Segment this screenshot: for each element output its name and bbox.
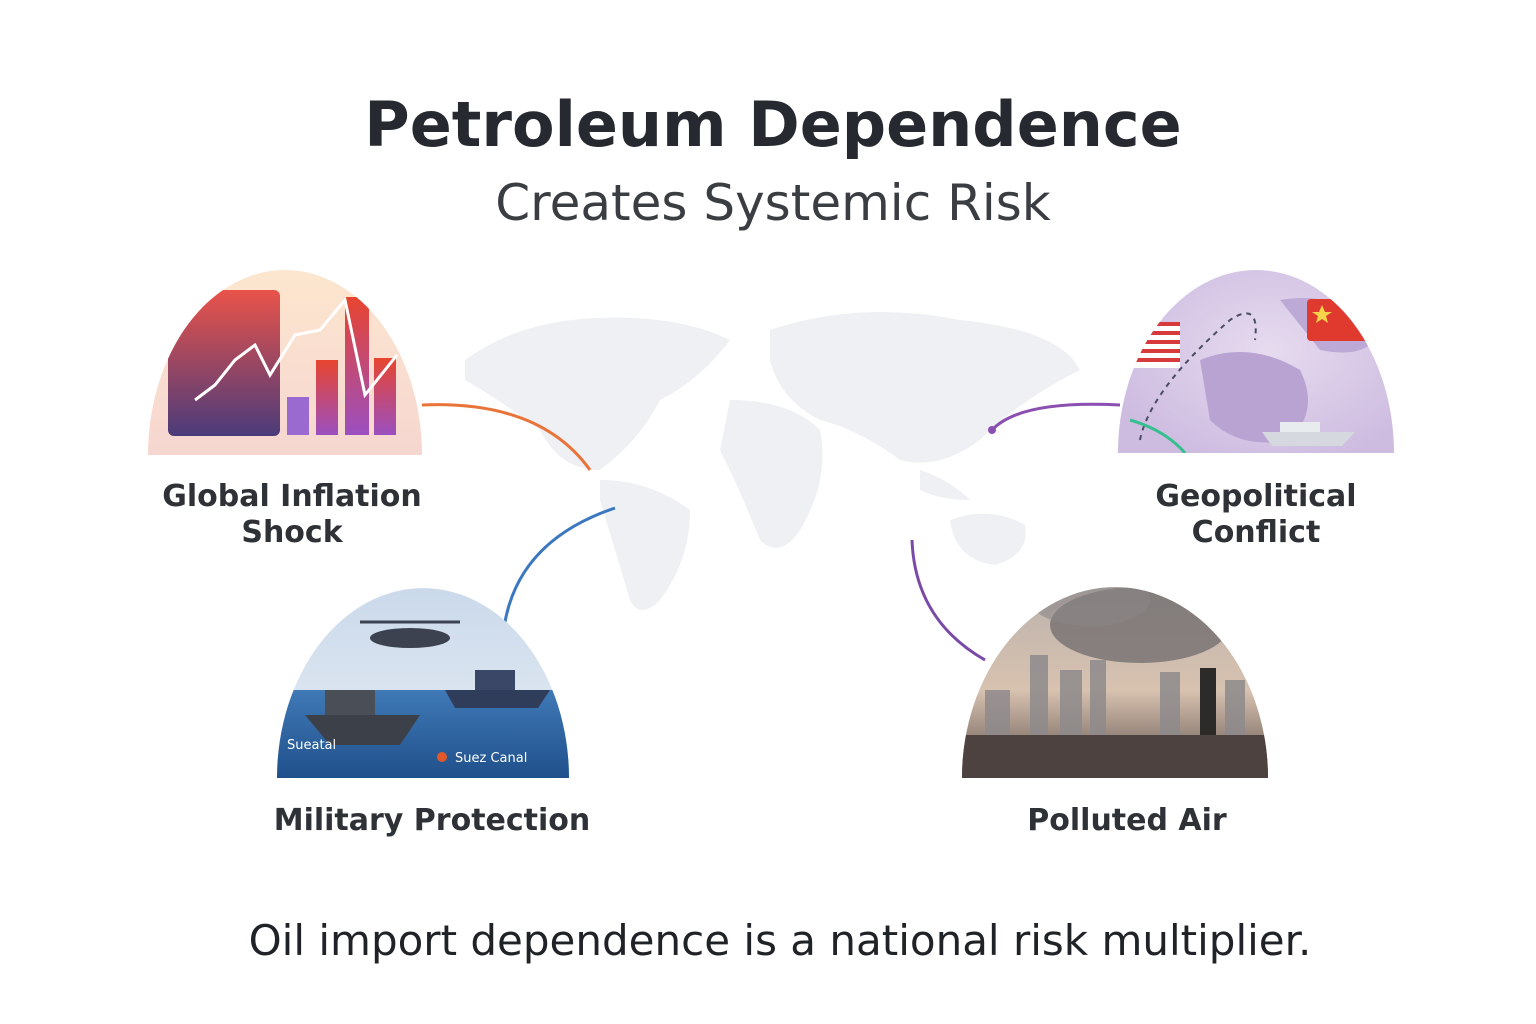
pollution-illustration [962, 587, 1268, 778]
risk-label: Geopolitical [1155, 479, 1356, 514]
connector [910, 539, 986, 662]
inflation-illustration [148, 270, 422, 455]
footer: Oil import dependence is a national risk… [249, 916, 1312, 965]
risk-label: Conflict [1192, 515, 1321, 550]
connector-dot [988, 426, 996, 434]
image-label: Suez Canal [455, 751, 527, 766]
subtitle: Creates Systemic Risk [495, 174, 1050, 232]
title: Petroleum Dependence [364, 88, 1181, 161]
connector [503, 506, 616, 623]
connector [990, 402, 1121, 432]
connector [421, 403, 592, 471]
risk-label: Shock [241, 515, 343, 550]
image-label: Sueatal [287, 738, 336, 753]
risk-label: Military Protection [274, 803, 591, 838]
risk-label: Global Inflation [162, 479, 422, 514]
risk-label: Polluted Air [1027, 803, 1227, 838]
world-map [465, 312, 1080, 610]
geopolitics-illustration [1118, 270, 1394, 453]
